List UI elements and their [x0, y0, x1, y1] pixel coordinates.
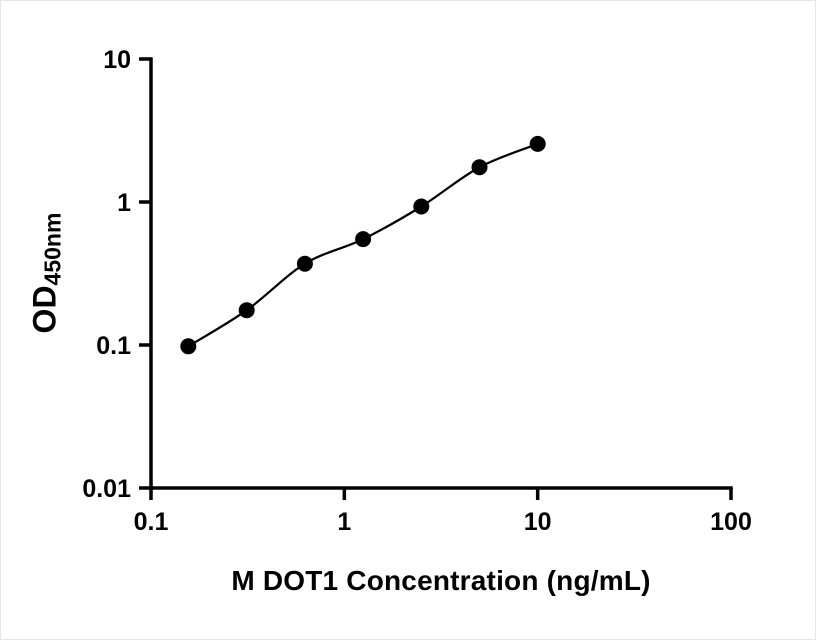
axes: [149, 57, 733, 490]
data-point: [238, 302, 255, 319]
data-point: [471, 159, 488, 176]
data-point: [296, 255, 313, 272]
data-point: [413, 198, 430, 215]
data-point: [355, 231, 372, 248]
y-axis-title-main: OD: [26, 285, 63, 334]
y-tick-label: 1: [117, 189, 131, 217]
x-tick-label: 100: [710, 508, 752, 536]
y-tick-label: 0.01: [82, 475, 131, 503]
y-axis-title-subscript: 450nm: [39, 212, 66, 286]
data-point: [529, 135, 546, 152]
x-tick-label: 10: [524, 508, 552, 536]
y-axis-title: OD450nm: [26, 212, 66, 334]
x-tick-label: 1: [337, 508, 351, 536]
data-point: [180, 338, 197, 355]
x-tick-label: 0.1: [134, 508, 169, 536]
y-tick-label: 0.1: [96, 332, 131, 360]
y-tick-label: 10: [103, 46, 131, 74]
x-axis-title: M DOT1 Concentration (ng/mL): [231, 565, 651, 596]
